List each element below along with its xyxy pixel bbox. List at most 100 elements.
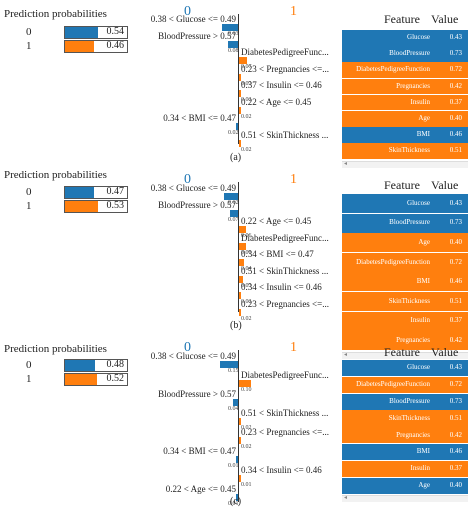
scroll-left-icon[interactable]: ◂	[344, 495, 348, 502]
probability-bar-fill	[65, 187, 95, 198]
panel-caption: (a)	[230, 152, 242, 163]
class-1-heading: 1	[290, 340, 297, 355]
feature-weight-value: 0.02	[241, 315, 252, 322]
explanation-bar-4	[239, 242, 247, 250]
explanation-bar-3	[233, 399, 238, 406]
feature-condition-label: 0.23 < Pregnancies <=...	[241, 298, 329, 309]
feature-name: Glucose	[407, 33, 430, 42]
panel-caption: (c)	[230, 496, 242, 507]
feature-value-row: Insulin 0.37	[342, 460, 468, 478]
feature-condition-label: 0.51 < SkinThickness ...	[241, 408, 329, 418]
feature-condition-label: DiabetesPedigreeFunc...	[241, 47, 329, 57]
feature-value-row: BMI 0.46	[342, 444, 468, 461]
feature-value-row: Pregnancies 0.42	[342, 78, 468, 95]
prediction-probabilities-title: Prediction probabilities	[4, 169, 107, 181]
feature-value-row: Glucose 0.43	[342, 194, 468, 214]
scroll-left-icon[interactable]: ◂	[344, 351, 348, 358]
feature-value: 0.40	[449, 480, 462, 489]
table-horizontal-scrollbar[interactable]: ◂	[342, 351, 468, 359]
probability-value: 0.46	[106, 40, 125, 51]
feature-column-header: Feature	[384, 345, 420, 359]
explanation-bar-6	[236, 456, 238, 463]
feature-value-row: Age 0.40	[342, 477, 468, 494]
table-horizontal-scrollbar[interactable]: ◂	[342, 160, 468, 168]
panel-caption: (b)	[230, 320, 242, 331]
feature-value-row: Glucose 0.43	[342, 360, 468, 377]
feature-condition-label: 0.34 < Insulin <= 0.46	[241, 282, 322, 292]
explanation-bar-6	[239, 275, 243, 283]
class-label: 0	[26, 186, 32, 198]
feature-name: SkinThickness	[388, 296, 430, 305]
explanation-bar-7	[239, 475, 241, 482]
feature-name: Pregnancies	[396, 81, 430, 90]
feature-weight-value: 0.02	[241, 80, 252, 87]
feature-value: 0.42	[449, 335, 462, 344]
feature-value-row: Pregnancies 0.42	[342, 427, 468, 444]
feature-weight-value: 0.01	[241, 482, 252, 488]
feature-name: SkinThickness	[388, 413, 430, 422]
explanation-bar-6	[239, 106, 242, 114]
feature-value: 0.40	[449, 237, 462, 246]
class-label: 1	[26, 373, 32, 385]
explanation-bar-1	[220, 361, 238, 368]
feature-weight-value: 0.07	[228, 216, 239, 223]
class-label: 1	[26, 40, 32, 52]
table-horizontal-scrollbar[interactable]: ◂	[342, 495, 468, 503]
feature-value-row: DiabetesPedigreeFunction 0.72	[342, 376, 468, 394]
explanation-bar-5	[239, 437, 242, 444]
panel-a: Prediction probabilities 0 0.54 1 0.46 0 1 0.38…	[0, 0, 474, 168]
feature-value-row: Insulin 0.37	[342, 311, 468, 331]
probability-bar-frame: 0.47	[64, 186, 128, 199]
feature-value: 0.72	[449, 257, 462, 266]
feature-condition-label: 0.34 < BMI <= 0.47	[163, 113, 236, 123]
feature-name: Age	[418, 237, 430, 246]
feature-name: Pregnancies	[396, 430, 430, 439]
feature-weight-value: 0.12	[228, 200, 239, 206]
feature-value-row: DiabetesPedigreeFunction 0.72	[342, 252, 468, 272]
feature-condition-label: 0.23 < Pregnancies <=...	[241, 427, 329, 437]
feature-condition-label: BloodPressure > 0.57	[158, 30, 236, 41]
probability-bar-frame: 0.54	[64, 26, 128, 39]
feature-value: 0.43	[449, 363, 462, 372]
center-axis	[238, 14, 239, 144]
feature-weight-value: 0.02	[228, 130, 239, 136]
explanation-bar-2	[239, 380, 251, 387]
feature-name: Glucose	[407, 363, 430, 372]
feature-condition-label: 0.38 < Glucose <= 0.49	[150, 183, 236, 193]
feature-condition-label: 0.34 < Insulin <= 0.46	[241, 465, 322, 475]
probability-bar-frame: 0.46	[64, 40, 128, 53]
feature-weight-value: 0.15	[228, 368, 239, 374]
class-0-heading: 0	[184, 4, 191, 19]
feature-value-row: Pregnancies 0.42	[342, 331, 468, 351]
explanation-bar-4	[239, 418, 242, 425]
explanation-bar-8	[239, 139, 242, 147]
explanation-bar-2	[229, 209, 238, 217]
feature-weight-value: 0.03	[241, 282, 252, 289]
value-column-header: Value	[431, 12, 459, 26]
feature-value: 0.46	[449, 130, 462, 139]
feature-name: Age	[418, 114, 430, 123]
explanation-bar-1	[223, 193, 238, 200]
feature-weight-value: 0.01	[228, 463, 239, 469]
feature-condition-label: 0.34 < BMI <= 0.47	[163, 446, 236, 456]
feature-name: Insulin	[410, 316, 430, 325]
feature-condition-label: 0.22 < Age <= 0.45	[241, 96, 312, 107]
feature-value: 0.37	[449, 97, 462, 106]
probability-value: 0.52	[106, 373, 125, 384]
scroll-left-icon[interactable]: ◂	[344, 160, 348, 167]
feature-value: 0.51	[449, 413, 462, 422]
feature-value-row: BloodPressure 0.73	[342, 46, 468, 62]
feature-weight-value: 0.02	[241, 299, 252, 305]
feature-value-row: BloodPressure 0.73	[342, 213, 468, 233]
feature-name: BMI	[416, 447, 430, 456]
feature-value: 0.37	[449, 464, 462, 473]
feature-condition-label: 0.37 < Insulin <= 0.46	[241, 80, 322, 90]
feature-condition-label: 0.23 < Pregnancies <=...	[241, 63, 329, 74]
explanation-bar-8	[239, 308, 242, 316]
feature-value: 0.42	[449, 81, 462, 90]
feature-name: BMI	[416, 130, 430, 139]
probability-bar-fill	[65, 41, 94, 52]
feature-value-row: DiabetesPedigreeFunction 0.72	[342, 62, 468, 79]
probability-bar-fill	[65, 360, 95, 371]
class-1-heading: 1	[290, 4, 297, 19]
